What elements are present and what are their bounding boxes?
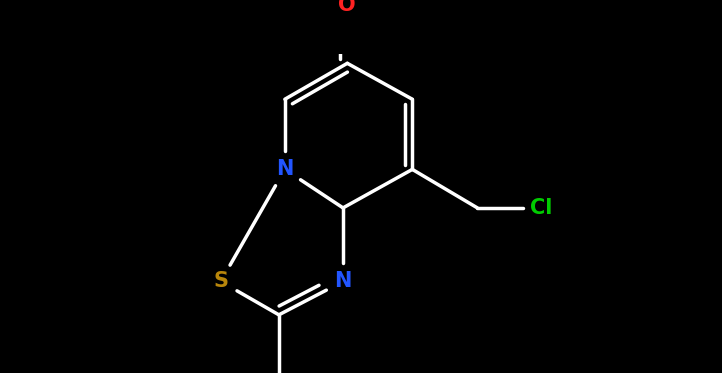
Text: N: N (277, 159, 294, 179)
Text: O: O (339, 0, 356, 15)
Text: S: S (213, 272, 228, 291)
Text: N: N (334, 272, 352, 291)
Text: Cl: Cl (531, 198, 553, 218)
